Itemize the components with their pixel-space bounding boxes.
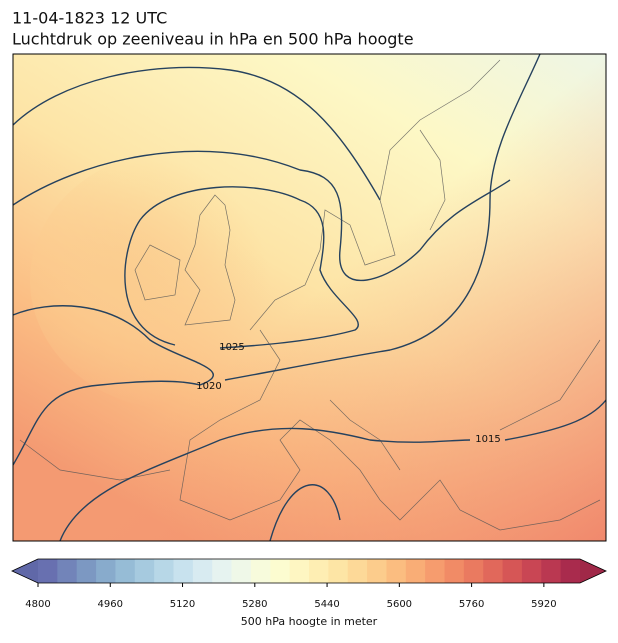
isobars	[13, 54, 606, 541]
colorbar-bin	[231, 559, 252, 583]
colorbar-bin	[115, 559, 136, 583]
colorbar-bin	[76, 559, 97, 583]
colorbar-bin	[425, 559, 445, 583]
colorbar-bin	[463, 559, 484, 583]
colorbar-bin	[96, 559, 116, 583]
colorbar-bin	[483, 559, 504, 583]
colorbar-bin	[38, 559, 58, 583]
colorbar-bin	[405, 559, 426, 583]
colorbar-tick-label: 4800	[25, 599, 50, 610]
colorbar-bin	[309, 559, 329, 583]
map-frame	[12, 53, 607, 542]
colorbar-bin	[289, 559, 310, 583]
colorbar-bin	[192, 559, 213, 583]
colorbar-bin	[250, 559, 271, 583]
colorbar-bin	[502, 559, 523, 583]
isobar-label: 1025	[219, 342, 244, 353]
colorbar-tick-label: 5920	[531, 599, 556, 610]
colorbar-tick-label: 5120	[170, 599, 195, 610]
colorbar-bin	[134, 559, 155, 583]
colorbar-tick-label: 5600	[387, 599, 412, 610]
colorbar-bin	[444, 559, 465, 583]
colorbar-bin	[347, 559, 368, 583]
colorbar-bin	[328, 559, 349, 583]
colorbar-bin	[212, 559, 233, 583]
colorbar-bin	[386, 559, 407, 583]
colorbar-over	[580, 559, 606, 583]
colorbar-bin	[541, 559, 562, 583]
colorbar-bin	[521, 559, 542, 583]
colorbar-bin	[173, 559, 194, 583]
colorbar-tick-label: 4960	[98, 599, 123, 610]
colorbar-outline	[11, 558, 607, 584]
colorbar-bin	[57, 559, 78, 583]
colorbar-bin	[560, 559, 581, 583]
isobar-label: 1020	[196, 381, 221, 392]
colorbar-under	[12, 559, 38, 583]
colorbar-tick-label: 5440	[314, 599, 339, 610]
colorbar-tick-label: 5280	[242, 599, 267, 610]
colorbar-bin	[270, 559, 291, 583]
colorbar: 4800 4960 5120 5280 5440 5600 5760 5920	[11, 558, 607, 610]
date-title: 11-04-1823 12 UTC	[12, 9, 167, 28]
colorbar-label: 500 hPa hoogte in meter	[241, 615, 378, 628]
colorbar-tick-label: 5760	[459, 599, 484, 610]
coastlines	[19, 59, 601, 531]
map: 1025 1020 1015	[13, 54, 606, 541]
colorbar-bin	[367, 559, 387, 583]
isobar-label: 1015	[475, 434, 500, 445]
map-title: Luchtdruk op zeeniveau in hPa en 500 hPa…	[12, 30, 414, 49]
colorbar-bin	[154, 559, 174, 583]
